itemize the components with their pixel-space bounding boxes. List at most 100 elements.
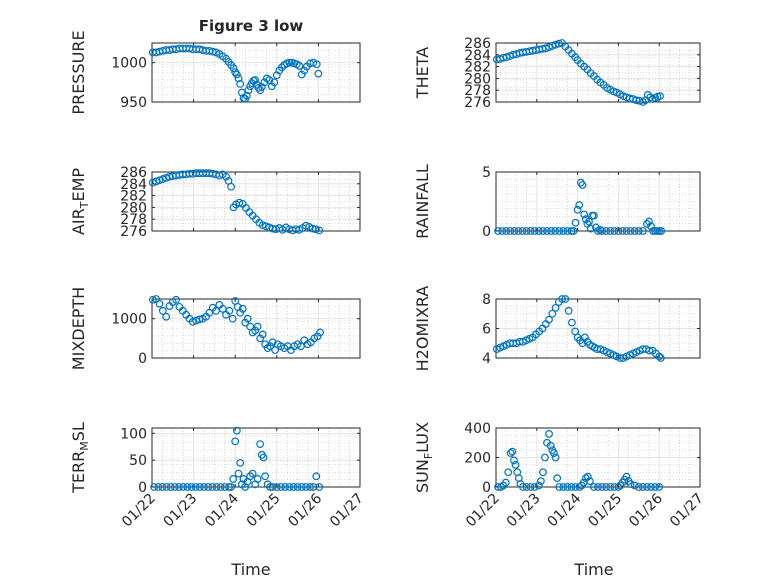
data-point [183, 483, 192, 491]
data-point [656, 354, 665, 362]
data-point [253, 475, 262, 483]
data-point [539, 468, 547, 477]
data-point [522, 483, 531, 491]
data-point [519, 483, 527, 491]
x-tick-label: 01/26 [626, 490, 666, 530]
data-point [502, 227, 511, 235]
data-point [312, 472, 321, 481]
data-point [655, 352, 664, 361]
y-tick-label: 278 [464, 83, 491, 99]
y-tick-label: 278 [120, 212, 147, 228]
data-points [494, 430, 664, 491]
data-point [154, 483, 163, 491]
x-axis-label-right: Time [573, 560, 613, 579]
data-point [208, 47, 217, 56]
subplot-mixdepth: 0 1000 MIXDEPTH [69, 287, 361, 370]
data-point [150, 483, 158, 491]
data-point [148, 178, 157, 187]
data-point [656, 92, 664, 100]
y-axis-label: MIXDEPTH [69, 287, 88, 370]
data-point [606, 227, 615, 235]
data-point [175, 483, 183, 491]
x-tick-label: 01/23 [161, 491, 201, 531]
data-point [187, 483, 196, 491]
data-point [212, 483, 221, 491]
x-tick-label: 01/22 [119, 491, 159, 531]
data-point [234, 74, 243, 83]
data-point [647, 222, 655, 231]
data-point [270, 78, 279, 87]
data-point [553, 474, 562, 483]
x-tick-label: 01/23 [504, 491, 544, 531]
data-point [315, 483, 324, 491]
subplot-pressure: 950 1000 PRESSURE [69, 30, 361, 115]
data-point [258, 330, 267, 339]
data-point [272, 483, 281, 491]
data-points [148, 295, 324, 355]
data-point [315, 226, 324, 235]
data-point [618, 227, 627, 235]
data-point [510, 227, 519, 235]
data-point [551, 227, 560, 235]
data-point [583, 472, 592, 481]
data-point [614, 227, 623, 235]
x-tick-label: 01/26 [285, 490, 325, 530]
data-point [236, 80, 245, 88]
data-point [267, 82, 276, 91]
x-tick-label: 01/25 [585, 491, 625, 531]
data-point [248, 469, 257, 478]
data-point [638, 227, 647, 235]
data-point [225, 483, 233, 491]
x-tick-label: 01/24 [202, 490, 242, 530]
data-point [200, 483, 208, 491]
figure-title: Figure 3 low [199, 17, 304, 35]
data-point [148, 295, 157, 304]
data-point [514, 227, 523, 235]
data-point [634, 483, 643, 491]
data-point [166, 483, 175, 491]
y-tick-label: 0 [138, 480, 147, 496]
y-tick-label: 8 [482, 292, 491, 308]
y-tick-label: 0 [482, 480, 491, 496]
data-point [179, 483, 188, 491]
axes-box [495, 42, 701, 103]
y-tick-label: 280 [464, 71, 491, 87]
data-point [543, 227, 551, 235]
y-tick-label: 50 [129, 453, 147, 469]
data-point [302, 221, 310, 230]
data-point [598, 227, 606, 235]
data-point [312, 225, 320, 234]
data-point [594, 483, 602, 491]
data-point [555, 483, 564, 491]
y-tick-label: 284 [120, 177, 147, 193]
data-point [188, 317, 197, 326]
y-tick-label: 4 [482, 351, 491, 367]
data-point [162, 312, 171, 321]
x-tick-label: 01/27 [327, 491, 367, 531]
data-point [266, 342, 275, 351]
data-point [309, 483, 318, 491]
data-point [289, 483, 298, 491]
data-point [498, 227, 507, 235]
y-axis-label: H2OMIXRA [413, 286, 432, 372]
data-point [647, 483, 655, 491]
data-point [622, 227, 631, 235]
subplot-terr-msl: 0 50 100 TERRMSL 01/22 01/23 01/24 01/25 01/26 01… [69, 422, 367, 530]
data-point [259, 453, 268, 462]
data-points [494, 178, 666, 235]
axes-box [151, 171, 361, 232]
data-point [610, 227, 619, 235]
data-point [573, 205, 582, 214]
y-tick-label: 1000 [111, 56, 147, 72]
data-point [598, 483, 606, 491]
data-point [651, 483, 660, 491]
y-tick-label: 200 [464, 451, 491, 467]
data-point [561, 295, 570, 303]
data-point [158, 306, 167, 315]
y-axis-label: THETA [413, 47, 432, 99]
subplot-rainfall: 0 5 RAINFALL [413, 164, 701, 240]
data-point [506, 227, 515, 235]
data-point [547, 227, 555, 235]
data-points [148, 169, 324, 235]
